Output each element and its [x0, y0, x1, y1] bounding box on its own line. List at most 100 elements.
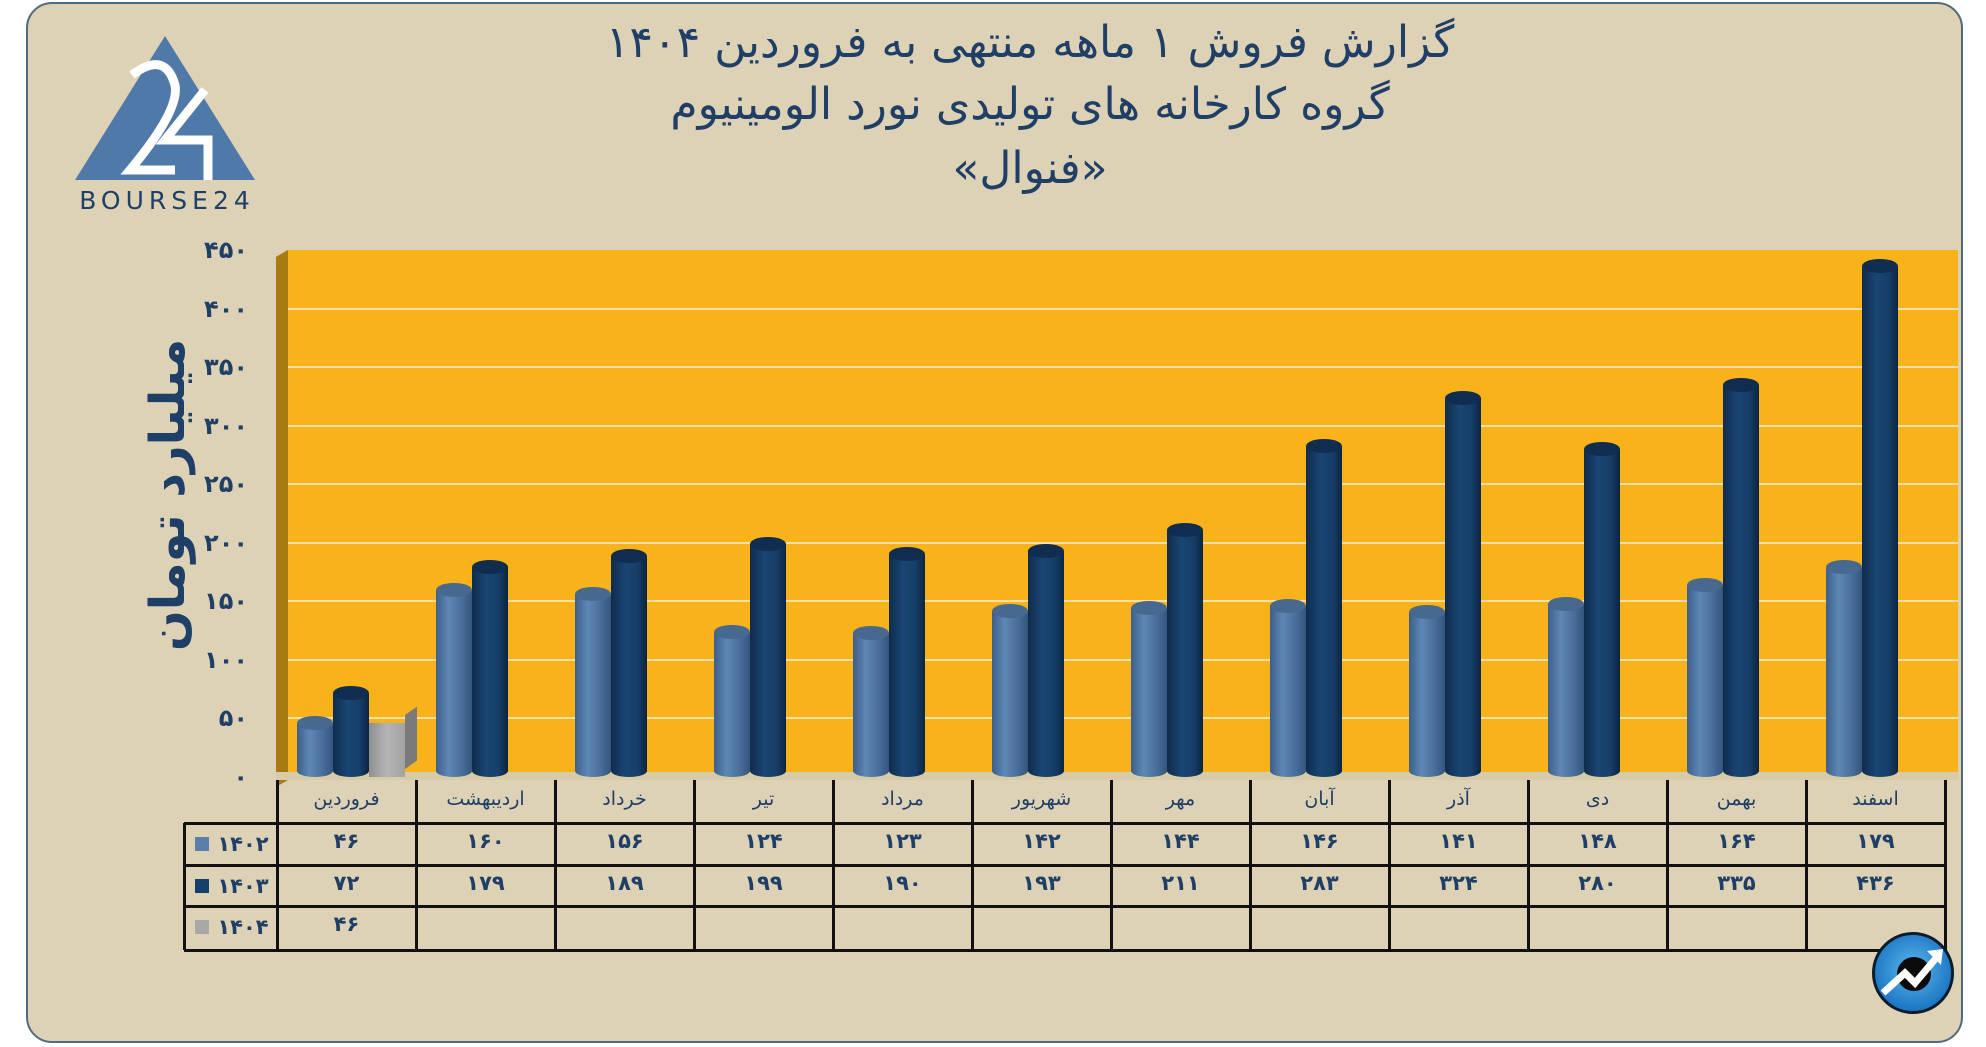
- bar-1403: [1306, 438, 1342, 777]
- table-cell: [1250, 912, 1389, 942]
- table-cell: ۱۷۹: [1856, 829, 1895, 853]
- title-line-2: گروه کارخانه های تولیدی نورد الومینیوم: [670, 79, 1390, 130]
- bar-1403: [1584, 442, 1620, 777]
- gridline: [288, 717, 1958, 720]
- bar-1403: [750, 536, 786, 777]
- bar-1403: [1862, 259, 1898, 777]
- title-line-3: «فنوال»: [952, 143, 1108, 194]
- table-cell: ۱۴۸: [1578, 829, 1617, 853]
- table-cell: ۴۶: [333, 829, 360, 853]
- table-rule: [184, 822, 1944, 825]
- bar-1403: [611, 548, 647, 777]
- table-rule: [184, 949, 1944, 952]
- bar-1403: [889, 547, 925, 777]
- bar-1403: [333, 685, 369, 777]
- bourse24-logo-icon: [75, 36, 255, 180]
- gridline: [288, 541, 1958, 544]
- bar-1402: [1826, 560, 1862, 777]
- table-cell: [555, 912, 694, 942]
- month-header: خرداد: [602, 788, 647, 810]
- table-cell: ۲۸۰: [1578, 871, 1617, 895]
- table-cell: ۱۹۹: [744, 871, 783, 895]
- table-cell: [416, 912, 555, 942]
- bar-1402: [1131, 601, 1167, 777]
- legend-swatch: [195, 837, 210, 851]
- table-cell: [833, 912, 972, 942]
- y-tick-label: ۱۰۰: [204, 645, 248, 674]
- table-divider: [183, 823, 186, 950]
- table-cell: ۱۵۶: [605, 829, 644, 853]
- y-tick-label: ۵۰: [218, 704, 248, 733]
- plot-area: [288, 250, 1958, 772]
- table-cell: ۱۹۳: [1022, 871, 1061, 895]
- table-cell: ۲۱۱: [1161, 871, 1200, 895]
- table-cell: ۱۲۴: [744, 829, 783, 853]
- table-cell: ۴۳۶: [1856, 871, 1895, 895]
- title-line-1: گزارش فروش ۱ ماهه منتهی به فروردین ۱۴۰۴: [605, 17, 1455, 68]
- month-header: دی: [1585, 788, 1610, 810]
- table-cell: ۱۲۳: [883, 829, 922, 853]
- table-cell: ۲۸۳: [1300, 871, 1339, 895]
- bar-1402: [297, 716, 333, 777]
- table-cell: [1111, 912, 1250, 942]
- gridline: [288, 483, 1958, 486]
- y-tick-label: ۲۰۰: [204, 528, 248, 557]
- bar-1402: [436, 582, 472, 777]
- month-header: اسفند: [1852, 788, 1899, 810]
- bar-1403: [1028, 543, 1064, 777]
- table-cell: ۱۹۰: [883, 871, 922, 895]
- month-header: آذر: [1447, 788, 1470, 810]
- month-header: مهر: [1165, 788, 1196, 810]
- plot-side-wall: [276, 250, 288, 787]
- bar-1402: [1548, 596, 1584, 777]
- table-cell: ۱۴۱: [1439, 829, 1478, 853]
- bar-1402: [992, 603, 1028, 777]
- legend-label: ۱۴۰۴: [217, 915, 269, 939]
- bar-1403: [1445, 390, 1481, 777]
- table-cell: ۱۴۲: [1022, 829, 1061, 853]
- y-tick-label: ۴۰۰: [204, 294, 248, 323]
- table-cell: [1528, 912, 1667, 942]
- month-header: اردیبهشت: [446, 788, 525, 810]
- y-tick-label: ۲۵۰: [204, 470, 248, 499]
- y-tick-label: ۳۰۰: [204, 411, 248, 440]
- bar-1402: [575, 587, 611, 777]
- bar-1403: [1723, 377, 1759, 777]
- month-header: فروردین: [313, 788, 380, 810]
- table-cell: ۳۳۵: [1717, 871, 1756, 895]
- table-cell: [1667, 912, 1806, 942]
- bar-1404: [369, 723, 405, 777]
- table-cell: ۱۷۹: [466, 871, 505, 895]
- legend-swatch: [195, 920, 210, 934]
- table-cell: [972, 912, 1111, 942]
- legend-۱۴۰۳: ۱۴۰۳: [190, 871, 274, 901]
- legend-۱۴۰۲: ۱۴۰۲: [190, 829, 274, 859]
- table-cell: [694, 912, 833, 942]
- month-header: آبان: [1304, 788, 1335, 810]
- legend-label: ۱۴۰۳: [217, 874, 269, 898]
- bar-1402: [1409, 604, 1445, 777]
- bar-1403: [472, 560, 508, 777]
- gridline: [288, 424, 1958, 427]
- logo-text: BOURSE24: [79, 186, 255, 215]
- gridline: [288, 600, 1958, 603]
- y-tick-label: ۳۵۰: [204, 353, 248, 382]
- table-rule: [184, 905, 1944, 908]
- bar-1402: [714, 624, 750, 777]
- bar-1402: [1270, 599, 1306, 777]
- table-cell: ۱۴۶: [1300, 829, 1339, 853]
- bar-1402: [1687, 577, 1723, 777]
- y-tick-label: ۱۵۰: [204, 587, 248, 616]
- legend-۱۴۰۴: ۱۴۰۴: [190, 912, 274, 942]
- table-cell: ۴۶: [333, 912, 360, 936]
- table-rule: [184, 864, 1944, 867]
- plot-floor: [276, 772, 1958, 780]
- table-cell: ۱۴۴: [1161, 829, 1200, 853]
- y-tick-label: ۰: [233, 763, 248, 791]
- gridline: [288, 307, 1958, 310]
- y-tick-label: ۴۵۰: [204, 236, 248, 264]
- table-cell: ۱۶۰: [466, 829, 505, 853]
- bar-1402: [853, 625, 889, 777]
- month-header: شهریور: [1011, 788, 1072, 810]
- trend-up-badge-icon: [1872, 932, 1954, 1014]
